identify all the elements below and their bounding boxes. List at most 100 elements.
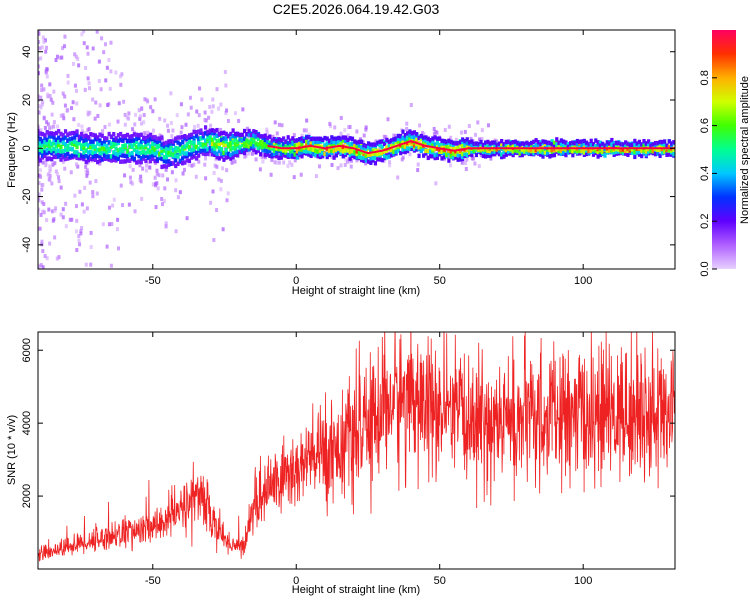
- spectrogram-cell: [183, 160, 187, 165]
- spectrogram-noise-cell: [75, 247, 79, 252]
- spectrogram-cell: [233, 137, 238, 142]
- spectrogram-cell: [286, 135, 290, 140]
- spectrogram-cell: [332, 139, 336, 145]
- spectrogram-noise-cell: [469, 136, 473, 141]
- spectrogram-noise-cell: [364, 127, 368, 132]
- spectrogram-cell: [135, 144, 139, 150]
- spectrogram-cell: [562, 144, 566, 149]
- spectrogram-cell: [38, 136, 42, 142]
- spectrogram-cell: [43, 150, 47, 155]
- spectrogram-cell: [187, 133, 192, 138]
- spectrogram-cell: [630, 142, 635, 147]
- spectrogram-cell: [89, 132, 93, 137]
- spectrogram-noise-cell: [230, 160, 234, 165]
- spectrogram-cell: [325, 141, 329, 146]
- spectrogram-cell: [536, 142, 541, 148]
- spectrogram-cell: [96, 153, 100, 159]
- spectrogram-noise-cell: [61, 215, 65, 220]
- spectrogram-cell: [75, 129, 79, 134]
- spectrogram-cell: [148, 144, 153, 149]
- spectrogram-cell: [38, 150, 42, 155]
- spectrogram-cell: [167, 143, 171, 148]
- spectrogram-noise-cell: [223, 69, 227, 74]
- spectrogram-cell: [653, 140, 658, 146]
- spectrogram-cell: [252, 147, 256, 153]
- spectrogram-cell: [132, 142, 137, 147]
- spectrogram-cell: [43, 153, 47, 158]
- spectrogram-cell: [548, 154, 552, 159]
- spectrogram-cell: [357, 154, 361, 160]
- spectrogram-cell: [440, 149, 444, 154]
- spectrogram-cell: [206, 151, 210, 156]
- spectrogram-cell: [187, 144, 192, 150]
- spectrogram-cell: [649, 143, 653, 148]
- spectrogram-cell: [298, 141, 302, 146]
- spectrogram-cell: [240, 142, 244, 147]
- spectrogram-cell: [387, 139, 391, 144]
- spectrogram-x-tick-label: 0: [293, 275, 299, 287]
- spectrogram-cell: [585, 140, 589, 145]
- spectrogram-cell: [282, 147, 286, 153]
- spectrogram-cell: [75, 155, 79, 161]
- spectrogram-cell: [119, 150, 123, 156]
- spectrogram-noise-cell: [390, 141, 394, 146]
- spectrogram-cell: [112, 137, 116, 142]
- spectrogram-cell: [311, 147, 316, 152]
- spectrogram-noise-cell: [121, 203, 125, 208]
- spectrogram-noise-cell: [61, 159, 65, 164]
- spectrogram-cell: [242, 141, 247, 147]
- spectrogram-noise-cell: [288, 160, 292, 165]
- spectrogram-cell: [220, 140, 224, 146]
- spectrogram-cell: [169, 151, 173, 156]
- spectrogram-noise-cell: [416, 162, 420, 167]
- spectrogram-noise-cell: [405, 121, 409, 126]
- spectrogram-cell: [497, 143, 501, 149]
- spectrogram-cell: [57, 154, 61, 159]
- spectrogram-cell: [562, 139, 566, 144]
- spectrogram-noise-cell: [105, 244, 109, 249]
- spectrogram-cell: [403, 146, 407, 152]
- colorbar-ticks: 0.00.20.40.60.8: [699, 70, 717, 277]
- spectrogram-cell: [84, 159, 88, 165]
- spectrogram-cell: [309, 136, 313, 142]
- spectrogram-cell: [293, 144, 297, 150]
- spectrogram-cell: [291, 154, 295, 159]
- spectrogram-cell: [178, 158, 182, 164]
- spectrogram-cell: [323, 135, 327, 141]
- spectrogram-cell: [238, 132, 242, 138]
- spectrogram-cell: [73, 149, 77, 155]
- spectrogram-cell: [80, 131, 84, 137]
- spectrogram-cell: [431, 154, 435, 159]
- spectrogram-cell: [389, 138, 394, 143]
- spectrogram-noise-cell: [339, 163, 343, 168]
- spectrogram-cell: [575, 142, 580, 147]
- spectrogram-cell: [502, 149, 506, 154]
- spectrogram-cell: [52, 141, 56, 146]
- spectrogram-cell: [183, 151, 187, 156]
- snr-y-tick-label: 4000: [21, 411, 33, 435]
- spectrogram-cell: [465, 152, 469, 158]
- spectrogram-cell: [658, 153, 662, 159]
- spectrogram-cell: [114, 158, 118, 163]
- spectrogram-cell: [224, 155, 228, 160]
- spectrogram-noise-cell: [178, 190, 182, 195]
- spectrogram-cell: [651, 142, 655, 147]
- spectrogram-cell: [144, 142, 148, 147]
- spectrogram-noise-cell: [212, 238, 216, 243]
- spectrogram-cell: [229, 142, 233, 148]
- spectrogram-y-label: Frequency (Hz): [6, 112, 18, 188]
- spectrogram-cell: [132, 138, 137, 143]
- spectrogram-noise-cell: [224, 111, 228, 116]
- spectrogram-cell: [181, 146, 185, 151]
- spectrogram-cell: [578, 139, 582, 145]
- spectrogram-noise-cell: [174, 229, 178, 234]
- spectrogram-cell: [337, 135, 341, 141]
- spectrogram-cell: [484, 140, 488, 145]
- spectrogram-noise-cell: [224, 83, 228, 88]
- spectrogram-cell: [454, 155, 458, 160]
- spectrogram-cell: [550, 153, 554, 158]
- spectrogram-cell: [206, 134, 210, 140]
- spectrogram-noise-cell: [45, 67, 49, 72]
- spectrogram-cell: [176, 161, 180, 166]
- spectrogram-noise-cell: [41, 160, 45, 165]
